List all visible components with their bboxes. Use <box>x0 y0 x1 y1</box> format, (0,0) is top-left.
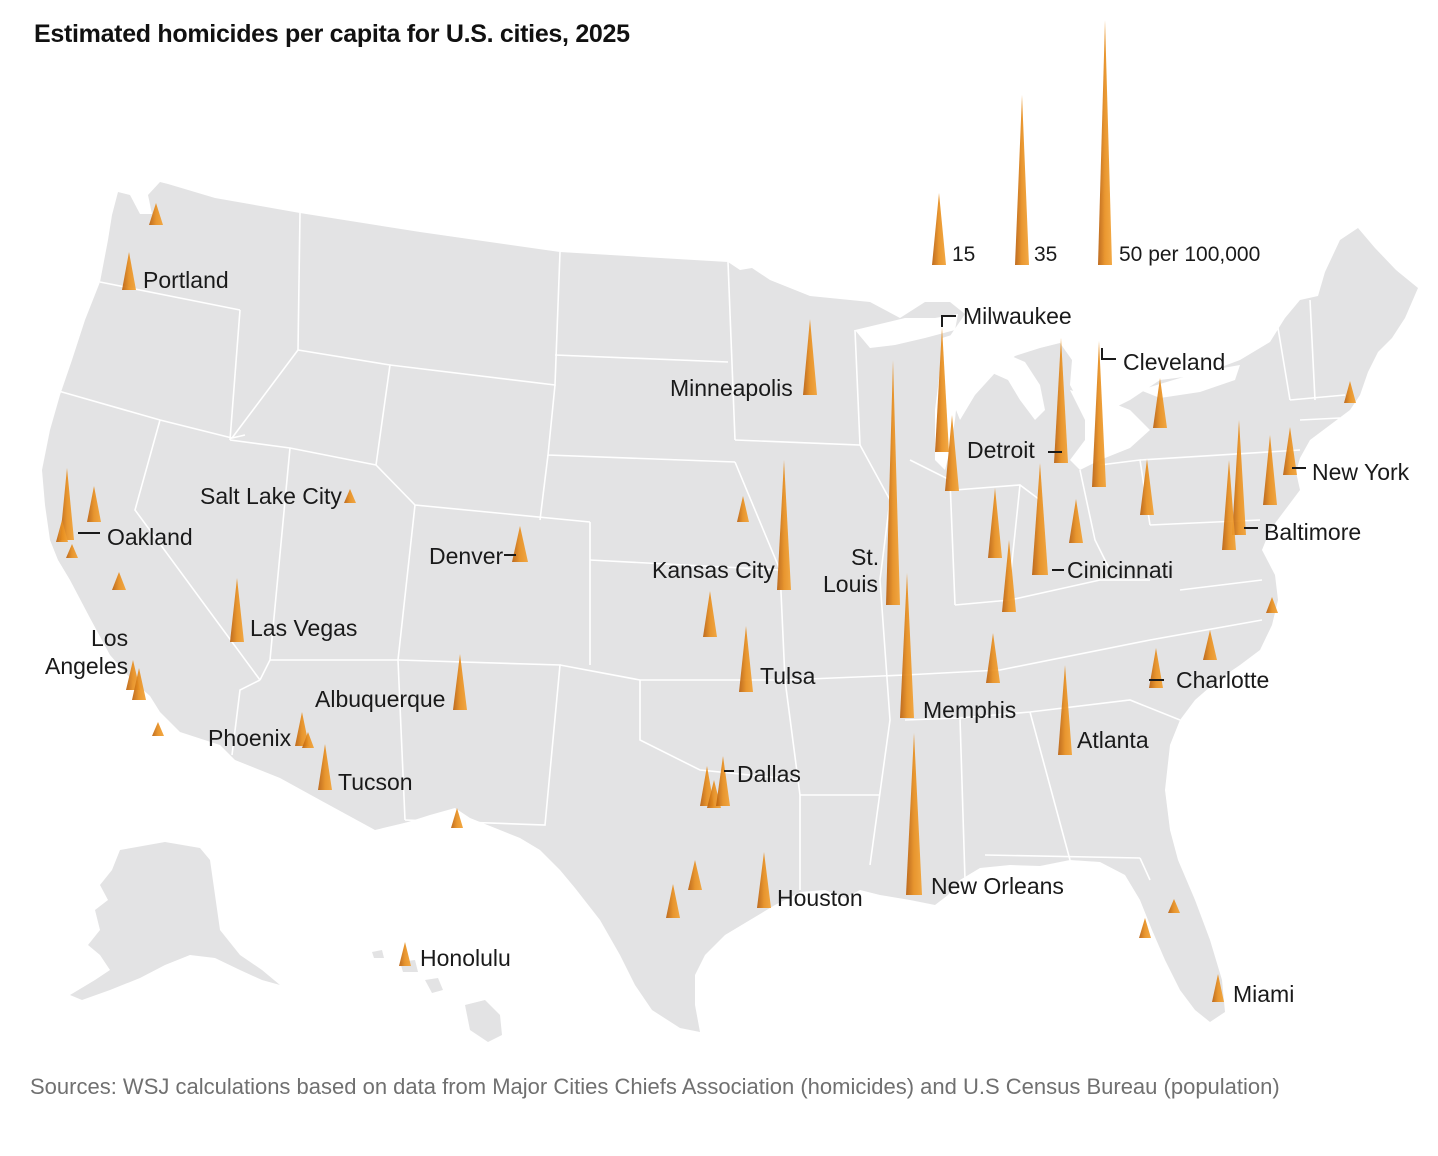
spike-austin <box>688 860 702 890</box>
spike-columbus <box>1069 499 1083 543</box>
spike-buffalo <box>1153 378 1167 428</box>
spike-nashville <box>986 633 1000 683</box>
legend-label-15: 15 <box>952 243 975 266</box>
hawaii-islands <box>372 950 502 1042</box>
spike-atlanta <box>1058 665 1072 755</box>
spike-orlando <box>1168 899 1180 913</box>
city-label-miami: Miami <box>1233 981 1294 1007</box>
spike-philadelphia <box>1263 435 1277 505</box>
spike-st-louis <box>886 360 900 605</box>
spike-wichita <box>703 591 717 637</box>
city-label-st-louis-line1: St. <box>851 544 879 570</box>
city-label-cleveland: Cleveland <box>1123 349 1225 375</box>
city-label-baltimore: Baltimore <box>1264 519 1361 545</box>
spike-portland <box>122 252 136 290</box>
spike-la-2 <box>132 668 146 700</box>
legend-spike-35 <box>1015 95 1029 265</box>
spike-cincinnati <box>1032 463 1048 575</box>
spike-sf <box>56 520 68 542</box>
city-label-minneapolis: Minneapolis <box>670 375 793 401</box>
spike-charlotte <box>1149 648 1163 688</box>
city-label-cincinnati: Cinicinnati <box>1067 557 1173 583</box>
spike-miami <box>1212 974 1224 1002</box>
city-label-los-angeles-line2: Angeles <box>45 653 128 679</box>
city-label-milwaukee: Milwaukee <box>963 303 1072 329</box>
spike-fresno <box>112 572 126 590</box>
spike-pittsburgh <box>1140 459 1154 515</box>
spike-tampa <box>1139 918 1151 938</box>
spike-milwaukee <box>935 327 949 452</box>
spike-baltimore <box>1232 420 1246 535</box>
spike-memphis <box>900 573 914 718</box>
city-label-dallas: Dallas <box>737 761 801 787</box>
spike-washington <box>1222 460 1236 550</box>
spike-omaha <box>737 496 749 522</box>
alaska-landmass <box>70 842 280 1000</box>
city-label-las-vegas: Las Vegas <box>250 615 357 641</box>
spike-san-diego <box>152 722 164 736</box>
city-label-houston: Houston <box>777 885 863 911</box>
spike-houston <box>757 852 771 908</box>
spike-tulsa <box>739 626 753 692</box>
leader-lines <box>78 315 1306 772</box>
spike-virginia-beach <box>1266 597 1278 613</box>
spike-phoenix-1 <box>295 712 309 746</box>
us-map: 15 35 50 per 100,000 Portland Oakland Sa… <box>42 20 1418 1042</box>
spike-new-york <box>1283 427 1297 475</box>
spike-tucson <box>318 744 332 790</box>
city-label-detroit: Detroit <box>967 437 1035 463</box>
city-label-memphis: Memphis <box>923 697 1016 723</box>
spike-kansas-city <box>777 460 791 590</box>
legend-label-35: 35 <box>1034 243 1057 266</box>
spike-cleveland <box>1092 341 1106 487</box>
spike-san-jose <box>66 544 78 558</box>
city-label-los-angeles-line1: Los <box>91 625 128 651</box>
city-label-st-louis-line2: Louis <box>823 571 878 597</box>
chart-title: Estimated homicides per capita for U.S. … <box>34 20 630 48</box>
legend-spike-50 <box>1098 20 1112 265</box>
spike-phoenix-2 <box>302 732 314 748</box>
spike-new-orleans <box>906 733 922 895</box>
spike-honolulu <box>399 942 411 966</box>
city-label-new-york: New York <box>1312 459 1410 485</box>
spike-indianapolis <box>988 488 1002 558</box>
spike-denver <box>512 526 528 562</box>
spike-minneapolis <box>803 319 817 395</box>
spike-el-paso <box>451 808 463 828</box>
city-label-atlanta: Atlanta <box>1077 727 1149 753</box>
spike-dallas-3 <box>716 756 730 806</box>
city-label-new-orleans: New Orleans <box>931 873 1064 899</box>
city-label-albuquerque: Albuquerque <box>315 686 445 712</box>
spike-chicago <box>945 415 959 491</box>
city-label-tulsa: Tulsa <box>760 663 816 689</box>
city-label-denver: Denver <box>429 543 503 569</box>
source-note: Sources: WSJ calculations based on data … <box>30 1074 1280 1099</box>
spike-oakland <box>60 468 74 540</box>
city-label-honolulu: Honolulu <box>420 945 511 971</box>
city-label-phoenix: Phoenix <box>208 725 292 751</box>
spike-albuquerque <box>453 654 467 710</box>
spike-detroit <box>1054 338 1068 463</box>
spike-louisville <box>1002 540 1016 612</box>
spike-salt-lake <box>344 489 356 503</box>
city-label-portland: Portland <box>143 267 229 293</box>
city-label-salt-lake-city: Salt Lake City <box>200 483 342 509</box>
city-label-oakland: Oakland <box>107 524 193 550</box>
city-label-charlotte: Charlotte <box>1176 667 1269 693</box>
spike-raleigh <box>1203 630 1217 660</box>
spike-las-vegas <box>230 578 244 642</box>
city-label-tucson: Tucson <box>338 769 413 795</box>
spike-layer <box>56 20 1356 1002</box>
legend-label-50: 50 per 100,000 <box>1119 243 1260 266</box>
city-label-kansas-city: Kansas City <box>652 557 775 583</box>
state-borders <box>54 212 1346 890</box>
spike-sacramento <box>87 486 101 522</box>
spike-san-antonio <box>666 884 680 918</box>
legend-spike-15 <box>932 193 946 265</box>
spike-seattle <box>149 203 163 225</box>
spike-boston <box>1344 381 1356 403</box>
